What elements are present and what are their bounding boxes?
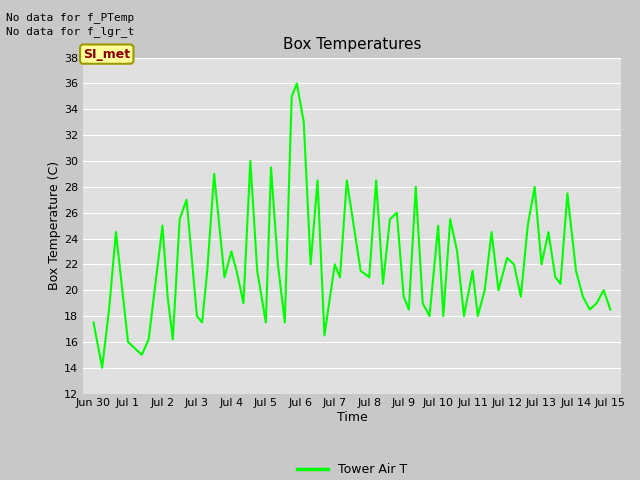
X-axis label: Time: Time [337,411,367,424]
Text: No data for f_PTemp: No data for f_PTemp [6,12,134,23]
Title: Box Temperatures: Box Temperatures [283,37,421,52]
Legend: Tower Air T: Tower Air T [292,458,412,480]
Y-axis label: Box Temperature (C): Box Temperature (C) [48,161,61,290]
Text: SI_met: SI_met [83,48,131,60]
Text: No data for f_lgr_t: No data for f_lgr_t [6,26,134,37]
